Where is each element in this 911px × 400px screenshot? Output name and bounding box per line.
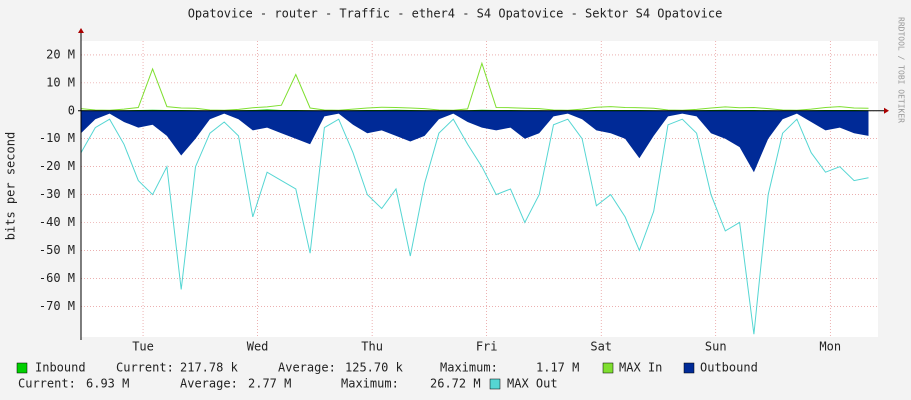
- plot-area: [81, 41, 878, 337]
- watermark: RRDTOOL / TOBI OETIKER: [897, 17, 906, 123]
- legend-swatch: [602, 362, 614, 374]
- legend-label: MAX Out: [507, 377, 558, 391]
- legend-label: Inbound: [35, 361, 86, 375]
- stat-value: 125.70 k: [345, 361, 404, 375]
- y-tick-label: -20 M: [39, 159, 75, 173]
- stat-label: Average:: [180, 377, 238, 391]
- y-axis-label: bits per second: [4, 132, 18, 240]
- y-tick-label: -60 M: [39, 271, 75, 285]
- x-tick-label: Sat: [590, 340, 612, 354]
- x-tick-label: Thu: [361, 340, 383, 354]
- stat-label: Maximum:: [440, 361, 498, 375]
- area: [81, 110, 869, 173]
- y-tick-label: -10 M: [39, 131, 75, 145]
- stat-value: 26.72 M: [430, 377, 481, 391]
- legend-label: Outbound: [700, 361, 758, 375]
- legend-swatch: [489, 378, 501, 390]
- legend-swatch: [16, 362, 28, 374]
- line: [80, 61, 869, 111]
- stat-value: 217.78 k: [180, 361, 239, 375]
- legend-label: MAX In: [619, 361, 662, 375]
- stat-label: Current:: [18, 377, 76, 391]
- y-tick-label: 10 M: [46, 75, 75, 89]
- x-tick-label: Fri: [476, 340, 498, 354]
- stat-value: 1.17 M: [536, 361, 579, 375]
- x-tick-label: Mon: [819, 340, 841, 354]
- stat-label: Average:: [278, 361, 336, 375]
- x-tick-label: Sun: [705, 340, 727, 354]
- axis-arrow: [78, 28, 84, 33]
- x-tick-label: Wed: [247, 340, 269, 354]
- y-tick-label: -70 M: [39, 299, 75, 313]
- line: [80, 118, 869, 335]
- stat-label: Maximum:: [341, 377, 399, 391]
- y-tick-label: 20 M: [46, 47, 75, 61]
- y-tick-label: -50 M: [39, 243, 75, 257]
- x-tick-label: Tue: [132, 340, 154, 354]
- y-tick-label: 0: [68, 103, 75, 117]
- chart-title: Opatovice - router - Traffic - ether4 - …: [188, 7, 723, 21]
- y-tick-label: -30 M: [39, 187, 75, 201]
- stat-label: Current:: [116, 361, 174, 375]
- axis-arrow: [884, 107, 889, 114]
- stat-value: 2.77 M: [248, 377, 291, 391]
- stat-value: 6.93 M: [86, 377, 129, 391]
- y-tick-label: -40 M: [39, 215, 75, 229]
- legend-swatch: [683, 362, 695, 374]
